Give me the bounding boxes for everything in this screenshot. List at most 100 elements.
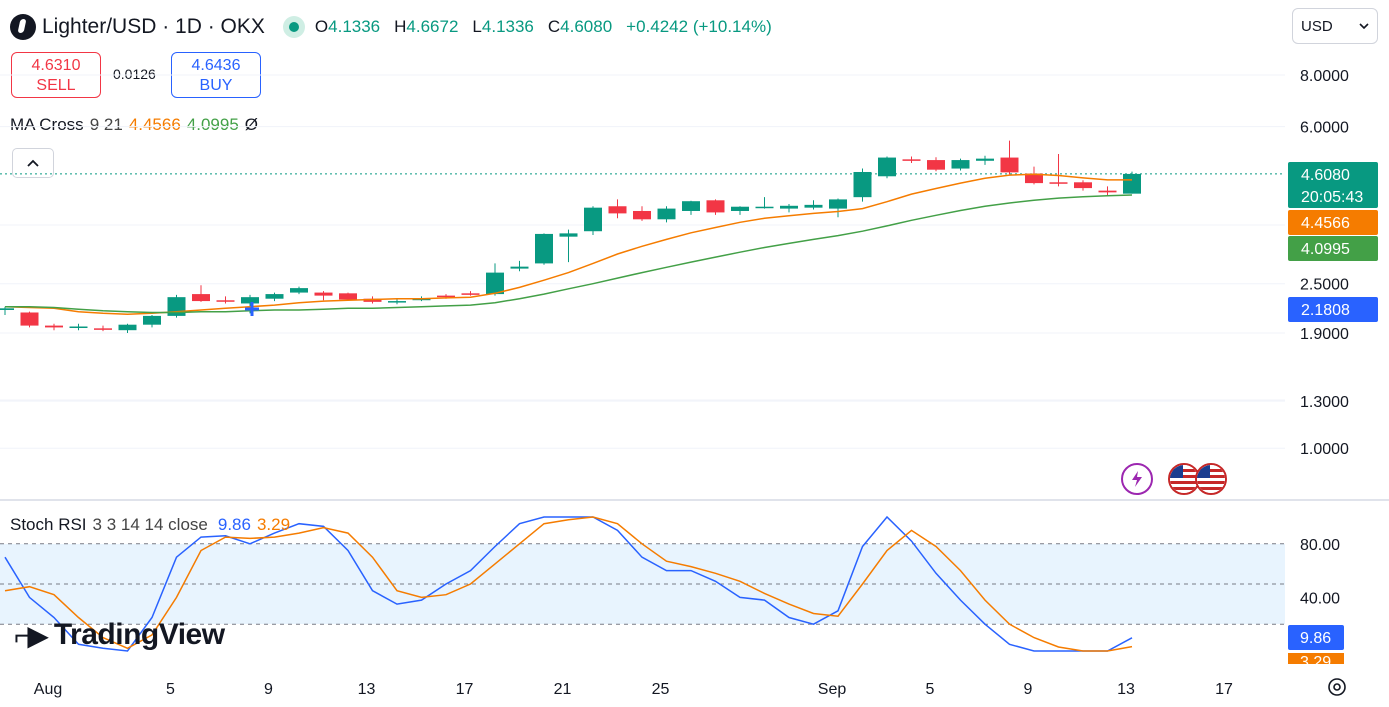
- candle-body-17: [412, 298, 431, 301]
- candle-body-34: [829, 199, 847, 209]
- price-axis[interactable]: 8.0000 6.0000 2.5000 1.9000 1.3000 1.0000: [1300, 68, 1349, 458]
- candle-body-35: [853, 171, 872, 198]
- ma-fast-value: 4.4566: [128, 115, 181, 134]
- candle-body-26: [633, 210, 651, 220]
- stoch-k-label: 9.86: [1300, 630, 1331, 647]
- us-economic-event-icon-2[interactable]: [1195, 463, 1227, 495]
- candle-body-3: [69, 326, 88, 329]
- ma-slow-line: [5, 194, 1133, 314]
- candle-body-16: [388, 301, 406, 303]
- ma-slow-value: 4.0995: [186, 115, 239, 134]
- candle-body-23: [559, 233, 578, 237]
- candle-body-38: [927, 160, 945, 170]
- candle-body-36: [878, 157, 896, 177]
- candle-body-18: [437, 295, 455, 298]
- candle-body-42: [1025, 173, 1043, 184]
- price-tick-1: 6.0000: [1300, 120, 1349, 137]
- last-price-label-text-1: 20:05:43: [1301, 189, 1363, 206]
- stoch-params: 3 3 14 14 close: [92, 515, 208, 534]
- sell-button[interactable]: 4.6310 SELL: [11, 52, 101, 98]
- tradingview-watermark: ⌐▶ TradingView: [14, 618, 225, 652]
- close-value: 4.6080: [560, 17, 613, 36]
- candle-body-32: [780, 205, 798, 209]
- ma-cross-legend[interactable]: MA Cross 9 21 4.4566 4.0995 Ø: [10, 115, 258, 135]
- candle-body-10: [241, 297, 259, 304]
- stoch-rsi-legend[interactable]: Stoch RSI 3 3 14 14 close 9.86 3.29: [10, 515, 290, 535]
- candle-body-11: [265, 294, 284, 299]
- candle-body-2: [45, 325, 63, 328]
- price-tick-3: 1.9000: [1300, 326, 1349, 343]
- candle-body-19: [461, 293, 480, 295]
- buy-price: 4.6436: [191, 57, 241, 74]
- ma-name: MA Cross: [10, 115, 84, 134]
- candle-body-28: [682, 201, 700, 211]
- candle-body-20: [486, 272, 504, 295]
- candle-body-21: [510, 266, 529, 269]
- crosshair-label-text-0: 2.1808: [1301, 302, 1350, 319]
- time-tick-5: 21: [554, 681, 572, 698]
- candle-body-33: [804, 204, 823, 208]
- stoch-tick-0: 80.00: [1300, 537, 1340, 554]
- stoch-name: Stoch RSI: [10, 515, 87, 534]
- price-labels: 4.6080 20:05:43 4.4566 4.0995 2.1808: [245, 162, 1378, 322]
- candle-body-29: [706, 200, 725, 213]
- stoch-k-label-bg: [1288, 625, 1344, 650]
- last-price-label-bg: [1288, 162, 1378, 208]
- event-marker[interactable]: [1121, 463, 1153, 495]
- buy-label: BUY: [199, 77, 233, 94]
- price-tick-2: 2.5000: [1300, 277, 1349, 294]
- time-tick-10: 13: [1117, 681, 1135, 698]
- candle-body-27: [657, 208, 676, 220]
- stoch-d-line: [4, 516, 1133, 652]
- lighter-logo-icon: [10, 14, 36, 40]
- watermark-text: TradingView: [53, 618, 225, 651]
- symbol-title[interactable]: Lighter/USD · 1D · OKX: [42, 15, 265, 38]
- price-tick-0: 8.0000: [1300, 68, 1349, 85]
- time-tick-2: 9: [264, 681, 273, 698]
- candle-body-1: [20, 312, 39, 326]
- crosshair-marker: [245, 302, 259, 316]
- ma-slow-label-bg: [1288, 236, 1378, 261]
- time-tick-8: 5: [926, 681, 935, 698]
- candle-body-45: [1098, 190, 1117, 193]
- candle-body-44: [1074, 182, 1092, 189]
- low-value: 4.1336: [481, 17, 534, 36]
- candle-body-24: [584, 207, 602, 232]
- time-axis[interactable]: Aug 5 9 13 17 21 25 Sep 5 9 13 17: [0, 664, 1389, 707]
- chevron-down-icon: [1359, 23, 1369, 29]
- tradingview-logo-icon: ⌐▶: [14, 619, 49, 651]
- buy-button[interactable]: 4.6436 BUY: [171, 52, 261, 98]
- symbol-header: Lighter/USD · 1D · OKX O4.1336 H4.6672 L…: [10, 12, 772, 42]
- price-grid: [0, 74, 1285, 449]
- settings-gear-icon[interactable]: [1326, 676, 1348, 698]
- ma-params: 9 21: [89, 115, 123, 134]
- currency-label: USD: [1301, 17, 1333, 35]
- collapse-legend-button[interactable]: [12, 148, 54, 178]
- ma-fast-line: [4, 173, 1132, 315]
- ma-hidden-icon[interactable]: Ø: [244, 115, 259, 134]
- candle-body-39: [951, 160, 970, 169]
- change-value: +0.4242 (+10.14%): [626, 17, 772, 36]
- sell-price: 4.6310: [31, 57, 81, 74]
- candles: [0, 140, 1141, 333]
- candle-body-22: [535, 233, 553, 264]
- time-tick-3: 13: [358, 681, 376, 698]
- stoch-k-value: 9.86: [217, 515, 251, 534]
- candle-body-13: [314, 292, 333, 296]
- stoch-d-label-bg: [1288, 653, 1344, 665]
- crosshair-label-bg: [1288, 297, 1378, 322]
- candle-body-5: [118, 324, 137, 331]
- currency-select[interactable]: USD: [1292, 8, 1378, 44]
- open-value: 4.1336: [328, 17, 381, 36]
- candle-body-8: [192, 294, 210, 302]
- market-open-icon: [282, 16, 305, 38]
- high-value: 4.6672: [406, 17, 459, 36]
- candle-body-15: [363, 298, 382, 302]
- candle-body-41: [1000, 157, 1019, 173]
- time-tick-6: 25: [652, 681, 670, 698]
- candle-body-0: [0, 308, 14, 310]
- ma-slow-label-text-0: 4.0995: [1301, 241, 1350, 258]
- time-axis-bg: [0, 664, 1389, 707]
